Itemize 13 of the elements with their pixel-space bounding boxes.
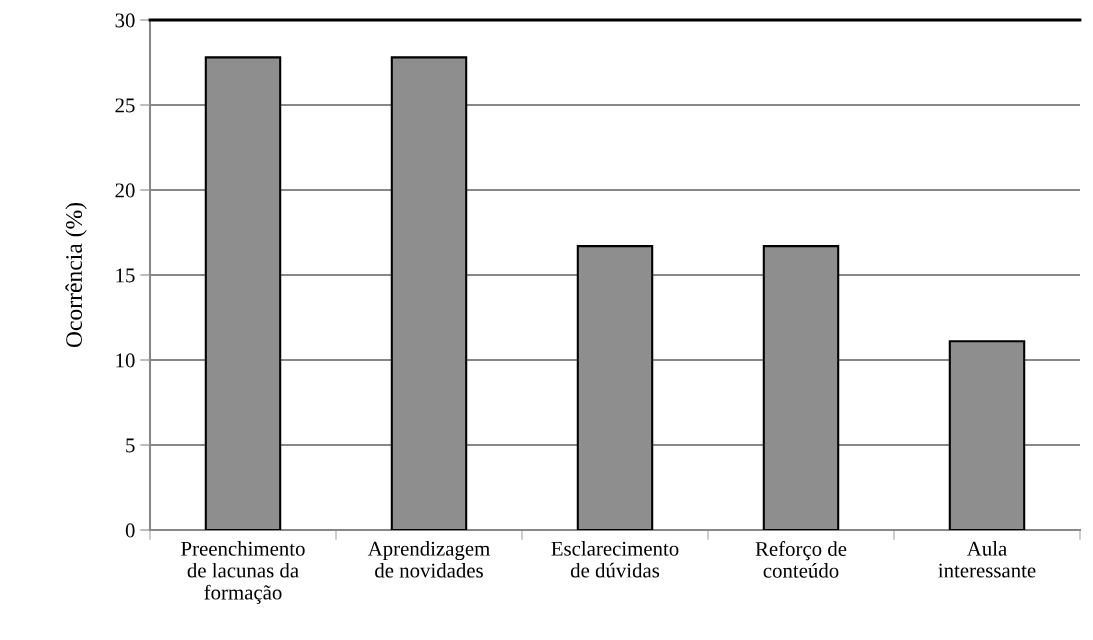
y-tick-label: 25 [115,98,135,113]
y-axis-title: Ocorrência (%) [65,202,87,348]
x-tick-label: Esclarecimento de dúvidas [551,541,679,578]
x-tick-label: Preenchimento de lacunas da formação [181,541,305,604]
x-tick-label: Reforço de conteúdo [755,541,847,578]
y-tick-label: 10 [116,353,135,368]
y-tick-label: 5 [126,438,135,453]
x-tick-label: Aprendizagem de novidades [367,541,490,578]
y-tick-label: 30 [115,13,135,28]
y-tick-label: 20 [115,183,135,198]
x-tick-label: Aula interessante [938,541,1036,578]
y-tick-label: 0 [125,523,135,538]
y-tick-label: 15 [116,268,135,283]
